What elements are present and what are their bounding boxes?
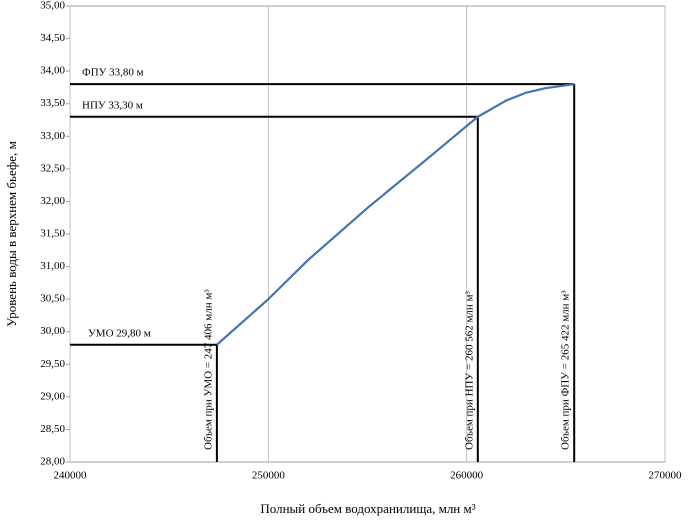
y-tick-label: 32,00 bbox=[40, 195, 65, 207]
y-tick-label: 29,00 bbox=[40, 390, 65, 402]
x-tick-label: 250000 bbox=[252, 470, 286, 482]
x-tick-label: 260000 bbox=[450, 470, 484, 482]
y-tick-label: 28,00 bbox=[40, 456, 65, 468]
y-tick-label: 33,00 bbox=[40, 130, 65, 142]
y-tick-label: 32,50 bbox=[40, 162, 65, 174]
y-tick-label: 35,00 bbox=[40, 0, 65, 12]
y-tick-label: 33,50 bbox=[40, 97, 65, 109]
y-tick-label: 34,50 bbox=[40, 32, 65, 44]
x-tick-label: 240000 bbox=[54, 470, 88, 482]
y-tick-label: 31,50 bbox=[40, 228, 65, 240]
plot-area bbox=[69, 5, 666, 463]
y-axis-title: Уровень воды в верхнем бьефе, м bbox=[4, 141, 19, 327]
volume-label: Объем при ФПУ = 265 422 млн м³ bbox=[560, 290, 572, 450]
level-label: УМО 29,80 м bbox=[88, 327, 151, 339]
y-tick-label: 30,50 bbox=[40, 293, 65, 305]
x-axis-title: Полный объем водохранилища, млн м³ bbox=[260, 501, 475, 516]
y-tick-label: 34,00 bbox=[40, 65, 65, 77]
y-tick-label: 30,00 bbox=[40, 325, 65, 337]
series-line bbox=[216, 83, 575, 346]
y-tick-label: 28,50 bbox=[40, 423, 65, 435]
level-label: НПУ 33,30 м bbox=[82, 99, 143, 111]
x-tick-label: 270000 bbox=[649, 470, 683, 482]
y-tick-label: 31,00 bbox=[40, 260, 65, 272]
level-label: ФПУ 33,80 м bbox=[82, 67, 144, 79]
volume-label: Объем при НПУ = 260 562 млн м³ bbox=[463, 291, 475, 450]
volume-label: Объем при УМО = 247 406 млн м³ bbox=[202, 289, 214, 450]
y-tick-label: 29,50 bbox=[40, 358, 65, 370]
